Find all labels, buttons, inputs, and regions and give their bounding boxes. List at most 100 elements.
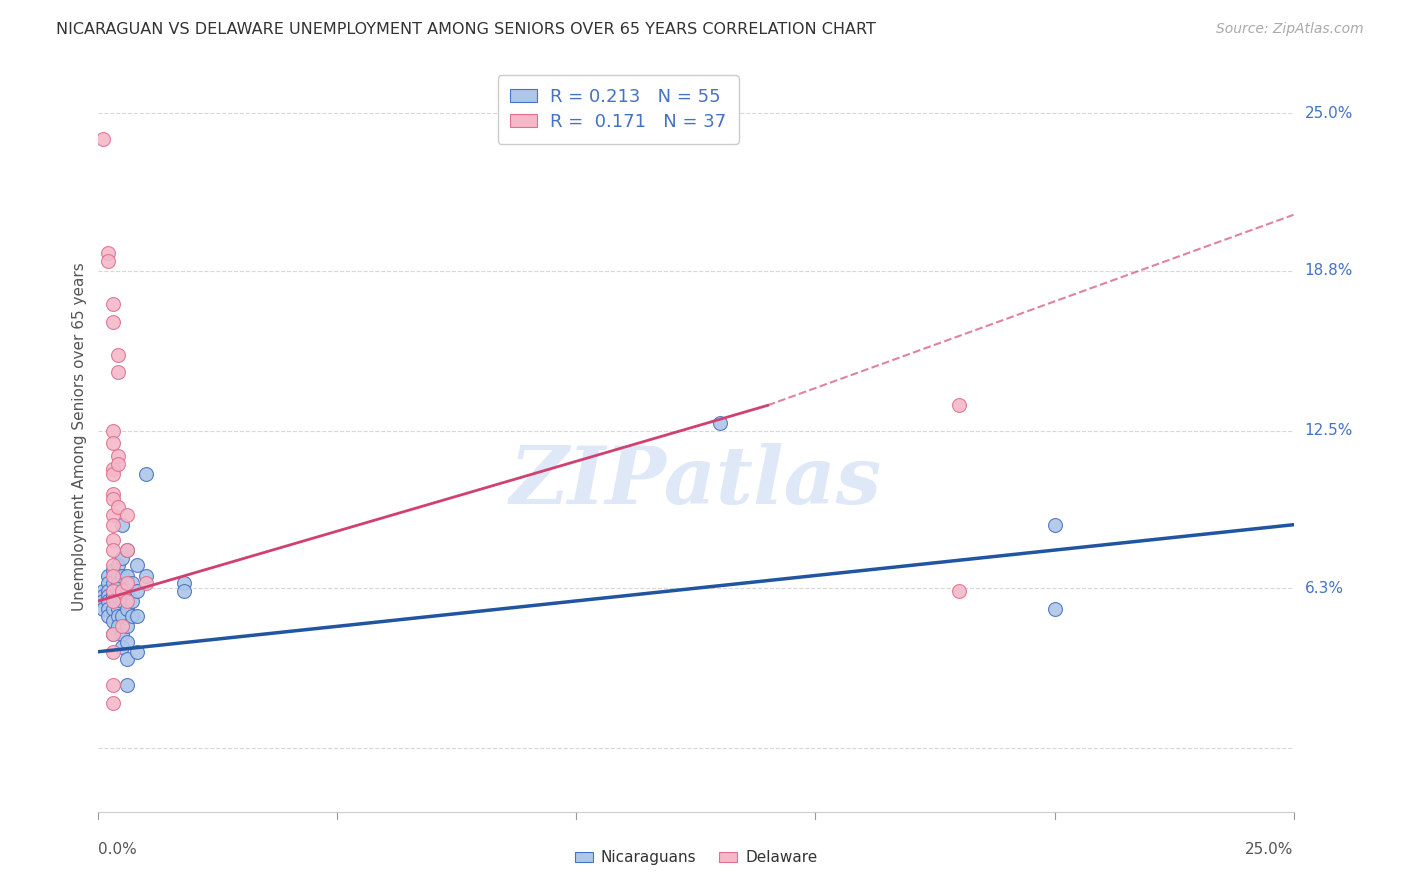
Point	[111, 583, 134, 598]
Point	[101, 627, 124, 641]
Point	[101, 594, 124, 608]
Point	[91, 594, 114, 608]
Point	[107, 601, 129, 615]
Point	[107, 558, 129, 573]
Point	[91, 601, 114, 615]
Point	[101, 568, 124, 582]
Point	[111, 568, 134, 582]
Text: 0.0%: 0.0%	[98, 842, 138, 857]
Point	[101, 583, 124, 598]
Text: 25.0%: 25.0%	[1246, 842, 1294, 857]
Point	[111, 594, 134, 608]
Point	[121, 576, 143, 591]
Point	[97, 583, 120, 598]
Point	[101, 424, 124, 438]
Point	[97, 246, 120, 260]
Point	[948, 583, 970, 598]
Point	[173, 583, 195, 598]
Point	[107, 609, 129, 624]
Point	[115, 619, 138, 633]
Point	[97, 589, 120, 603]
Point	[135, 467, 157, 481]
Point	[97, 609, 120, 624]
Point	[101, 508, 124, 522]
Point	[101, 589, 124, 603]
Point	[101, 558, 124, 573]
Point	[101, 696, 124, 710]
Point	[107, 365, 129, 379]
Point	[115, 594, 138, 608]
Point	[107, 500, 129, 514]
Point	[107, 576, 129, 591]
Point	[107, 347, 129, 361]
Point	[111, 619, 134, 633]
Point	[101, 436, 124, 450]
Point	[97, 601, 120, 615]
Text: 12.5%: 12.5%	[1305, 423, 1353, 438]
Text: 18.8%: 18.8%	[1305, 263, 1353, 278]
Legend: Nicaraguans, Delaware: Nicaraguans, Delaware	[568, 845, 824, 871]
Point	[101, 601, 124, 615]
Point	[111, 609, 134, 624]
Point	[101, 462, 124, 476]
Point	[111, 550, 134, 565]
Point	[101, 543, 124, 558]
Point	[107, 589, 129, 603]
Point	[121, 594, 143, 608]
Point	[91, 131, 114, 145]
Point	[101, 297, 124, 311]
Point	[111, 517, 134, 532]
Point	[101, 533, 124, 547]
Point	[111, 640, 134, 654]
Point	[115, 652, 138, 666]
Point	[125, 609, 148, 624]
Text: 6.3%: 6.3%	[1305, 581, 1344, 596]
Point	[111, 583, 134, 598]
Point	[101, 492, 124, 507]
Point	[97, 576, 120, 591]
Point	[91, 589, 114, 603]
Point	[101, 517, 124, 532]
Point	[115, 576, 138, 591]
Point	[107, 457, 129, 471]
Point	[101, 614, 124, 628]
Text: Source: ZipAtlas.com: Source: ZipAtlas.com	[1216, 22, 1364, 37]
Point	[115, 634, 138, 648]
Text: 25.0%: 25.0%	[1305, 106, 1353, 120]
Point	[125, 558, 148, 573]
Point	[91, 583, 114, 598]
Point	[121, 609, 143, 624]
Point	[948, 398, 970, 412]
Y-axis label: Unemployment Among Seniors over 65 years: Unemployment Among Seniors over 65 years	[72, 263, 87, 611]
Text: ZIPatlas: ZIPatlas	[510, 443, 882, 521]
Point	[101, 576, 124, 591]
Point	[115, 568, 138, 582]
Point	[101, 627, 124, 641]
Point	[107, 449, 129, 463]
Point	[101, 645, 124, 659]
Point	[125, 645, 148, 659]
Point	[97, 568, 120, 582]
Point	[115, 678, 138, 692]
Point	[101, 583, 124, 598]
Point	[101, 678, 124, 692]
Point	[125, 583, 148, 598]
Point	[97, 594, 120, 608]
Point	[101, 314, 124, 328]
Point	[115, 583, 138, 598]
Point	[115, 508, 138, 522]
Point	[111, 627, 134, 641]
Point	[115, 543, 138, 558]
Point	[1043, 601, 1066, 615]
Text: NICARAGUAN VS DELAWARE UNEMPLOYMENT AMONG SENIORS OVER 65 YEARS CORRELATION CHAR: NICARAGUAN VS DELAWARE UNEMPLOYMENT AMON…	[56, 22, 876, 37]
Point	[101, 467, 124, 481]
Point	[135, 568, 157, 582]
Point	[709, 416, 731, 430]
Point	[135, 576, 157, 591]
Point	[107, 568, 129, 582]
Point	[107, 619, 129, 633]
Point	[173, 576, 195, 591]
Point	[1043, 517, 1066, 532]
Point	[115, 543, 138, 558]
Point	[97, 253, 120, 268]
